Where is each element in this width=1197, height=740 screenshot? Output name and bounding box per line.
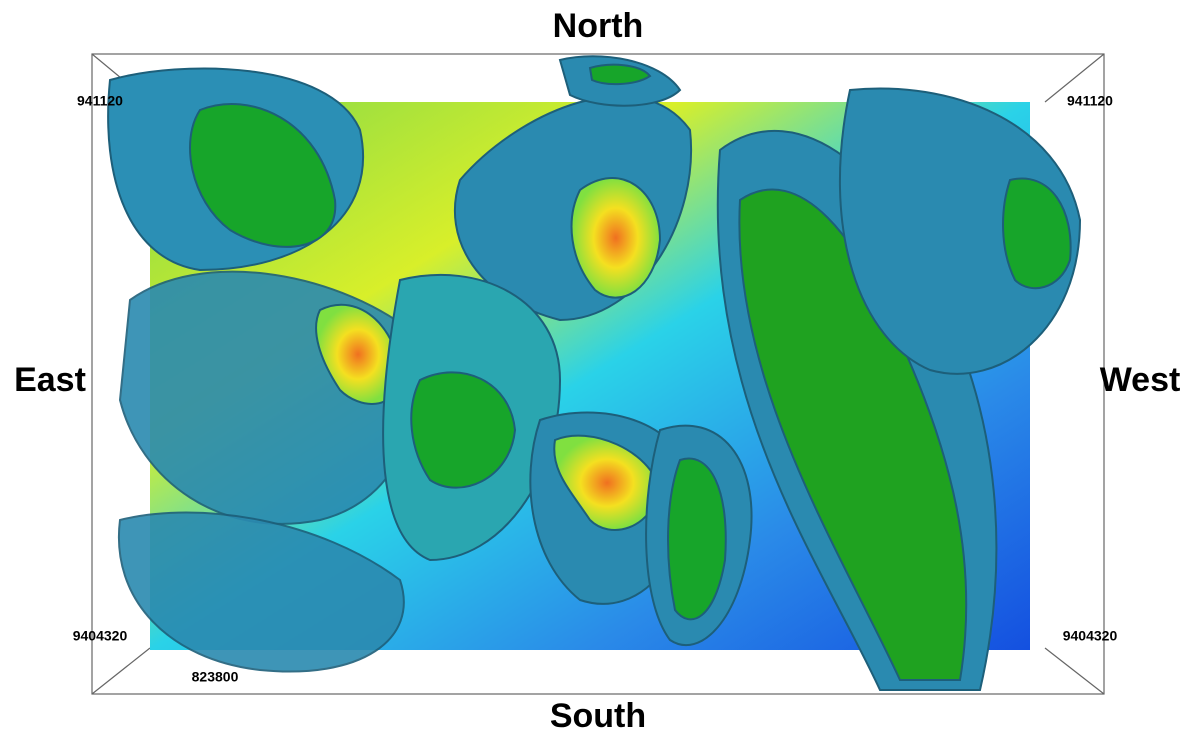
south-label: South — [550, 697, 646, 735]
north-label: North — [553, 7, 644, 45]
coord-label: 9404320 — [1063, 628, 1118, 644]
east-label: East — [14, 361, 86, 399]
coord-label: 823800 — [192, 669, 239, 685]
coord-label: 941120 — [77, 93, 123, 109]
scene: North South East West 941120 941120 9404… — [0, 0, 1197, 740]
coord-label: 9404320 — [73, 628, 128, 644]
coord-label: 941120 — [1067, 93, 1113, 109]
west-label: West — [1100, 361, 1181, 399]
